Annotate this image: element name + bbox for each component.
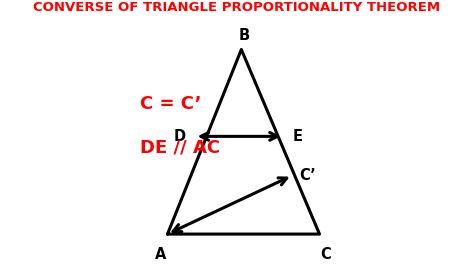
Title: CONVERSE OF TRIANGLE PROPORTIONALITY THEOREM: CONVERSE OF TRIANGLE PROPORTIONALITY THE…: [34, 1, 440, 14]
Text: B: B: [239, 28, 250, 43]
Text: E: E: [292, 129, 302, 144]
Text: C: C: [320, 247, 331, 262]
Text: C’: C’: [299, 168, 316, 183]
Text: D: D: [174, 129, 186, 144]
Text: A: A: [155, 247, 167, 262]
Text: DE // AC: DE // AC: [140, 138, 220, 156]
Text: C = C’: C = C’: [140, 95, 202, 113]
